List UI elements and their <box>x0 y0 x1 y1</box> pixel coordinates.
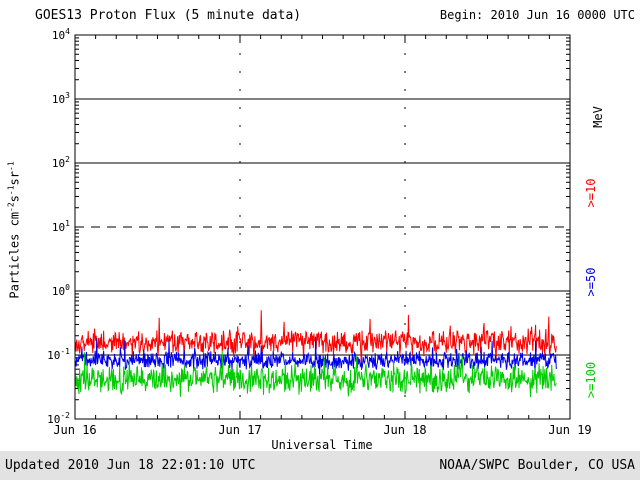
right-unit-label: MeV <box>591 106 605 128</box>
y-tick-label: 104 <box>52 27 70 42</box>
y-tick-label: 101 <box>52 219 70 234</box>
x-tick-label: Jun 17 <box>218 423 261 437</box>
x-tick-label: Jun 19 <box>548 423 591 437</box>
x-tick-label: Jun 18 <box>383 423 426 437</box>
updated-timestamp: Updated 2010 Jun 18 22:01:10 UTC <box>5 458 256 473</box>
series->=50 <box>74 336 557 377</box>
plot-frame <box>74 34 571 420</box>
x-axis-label: Universal Time <box>271 438 373 452</box>
x-tick-label: Jun 16 <box>53 423 96 437</box>
y-tick-label: 102 <box>52 155 70 170</box>
legend-ge10: >=10 <box>584 178 598 208</box>
begin-timestamp: Begin: 2010 Jun 16 0000 UTC <box>439 8 635 22</box>
y-tick-label: 103 <box>52 91 70 106</box>
y-tick-label: 10-1 <box>47 347 70 362</box>
y-axis-label: Particles cm-2s-1sr-1 <box>6 161 22 299</box>
legend-ge50: >=50 <box>584 267 598 297</box>
y-tick-label: 100 <box>52 283 70 298</box>
legend-ge100: >=100 <box>584 361 598 399</box>
footer-bar: Updated 2010 Jun 18 22:01:10 UTC NOAA/SW… <box>0 451 640 480</box>
source-credit: NOAA/SWPC Boulder, CO USA <box>439 458 635 473</box>
series->=100 <box>74 350 557 398</box>
y-tick-label: 10-2 <box>47 411 70 426</box>
chart-title: GOES13 Proton Flux (5 minute data) <box>35 8 302 23</box>
